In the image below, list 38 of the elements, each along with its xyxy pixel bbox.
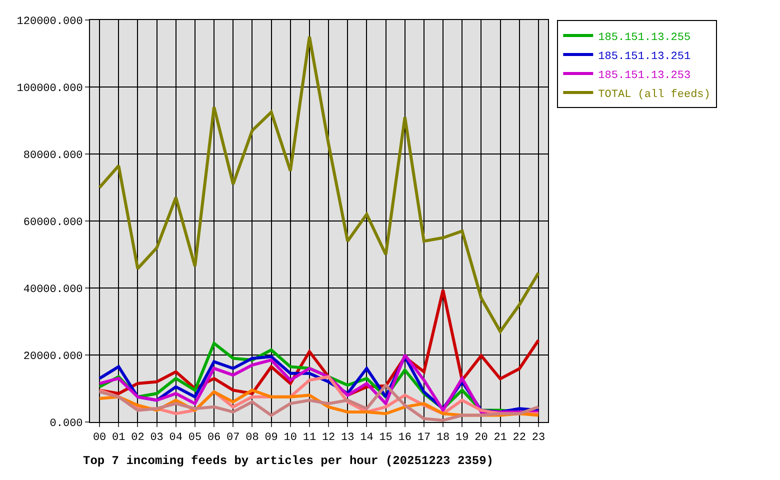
x-tick-label: 10 (284, 432, 297, 444)
y-tick-label: 60000.000 (23, 216, 83, 229)
x-tick-label: 09 (264, 432, 278, 444)
x-tick-label: 15 (379, 432, 392, 444)
x-tick-label: 14 (360, 432, 374, 444)
x-tick-label: 13 (341, 432, 354, 444)
x-tick-label: 20 (474, 432, 488, 444)
y-tick-label: 0.000 (50, 418, 83, 430)
x-tick-label: 18 (436, 432, 450, 444)
y-tick-label: 40000.000 (23, 284, 83, 296)
x-tick-label: 11 (302, 432, 316, 444)
y-tick-label: 20000.000 (23, 350, 83, 363)
text: Top 7 incoming feeds by articles per hour (20251223 2359) (83, 454, 494, 468)
x-tick-label: 06 (207, 432, 221, 444)
x-tick-label: 07 (226, 432, 240, 444)
x-tick-label: 05 (188, 432, 202, 444)
x-tick-label: 22 (512, 432, 526, 444)
x-tick-label: 17 (417, 432, 431, 444)
x-tick-label: 02 (131, 432, 144, 444)
legend-label: 185.151.13.251 (598, 50, 691, 63)
x-tick-label: 04 (169, 432, 183, 444)
x-tick-label: 01 (112, 432, 126, 444)
x-tick-label: 16 (398, 432, 412, 444)
line-series (98, 384, 540, 422)
x-tick-label: 00 (92, 432, 106, 444)
y-tick-label: 80000.000 (23, 150, 83, 162)
x-tick-label: 19 (456, 432, 469, 444)
legend-label: 185.151.13.255 (598, 32, 691, 44)
x-tick-label: 23 (532, 432, 546, 444)
y-tick-label: 120000.000 (16, 16, 83, 28)
x-tick-label: 12 (322, 432, 336, 444)
x-tick-label: 03 (150, 432, 164, 444)
legend-label: TOTAL (all feeds) (598, 88, 710, 101)
x-tick-label: 21 (494, 432, 508, 444)
line-series (98, 35, 540, 334)
x-tick-label: 08 (246, 432, 259, 444)
y-tick-label: 100000.000 (16, 82, 83, 95)
legend-label: 185.151.13.253 (598, 70, 691, 82)
